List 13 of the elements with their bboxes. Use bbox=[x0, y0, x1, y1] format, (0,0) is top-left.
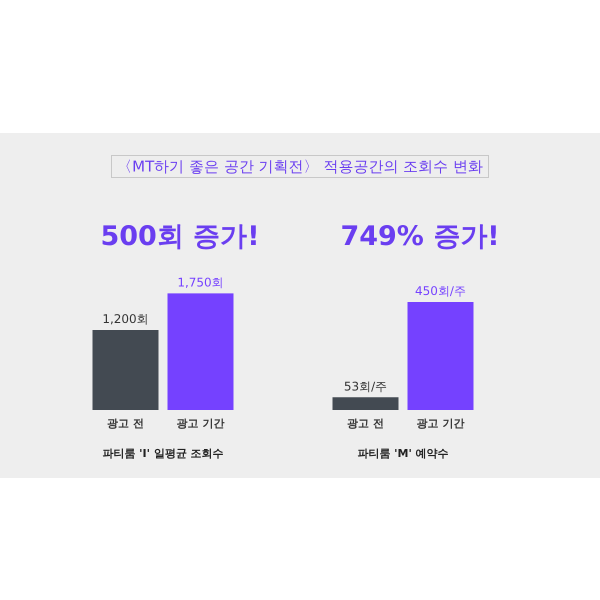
data-label: 450회/주 bbox=[415, 284, 466, 298]
data-label: 1,200회 bbox=[102, 312, 149, 326]
x-axis-title: 파티룸 'M' 예약수 bbox=[357, 447, 449, 460]
chart-title: 749% 증가! bbox=[340, 221, 500, 252]
x-tick-label: 광고 기간 bbox=[176, 417, 224, 430]
x-axis-title: 파티룸 'I' 일평균 조회수 bbox=[102, 447, 224, 460]
chart-title: 500회 증가! bbox=[100, 221, 260, 252]
x-tick-label: 광고 전 bbox=[107, 417, 144, 430]
x-tick-label: 광고 전 bbox=[347, 417, 384, 430]
data-label: 53회/주 bbox=[344, 379, 388, 394]
x-tick-label: 광고 기간 bbox=[416, 417, 464, 430]
data-label: 1,750회 bbox=[177, 275, 224, 290]
text: 〈MT하기 좋은 공간 기획전〉 적용공간의 조회수 변화 bbox=[117, 158, 483, 176]
